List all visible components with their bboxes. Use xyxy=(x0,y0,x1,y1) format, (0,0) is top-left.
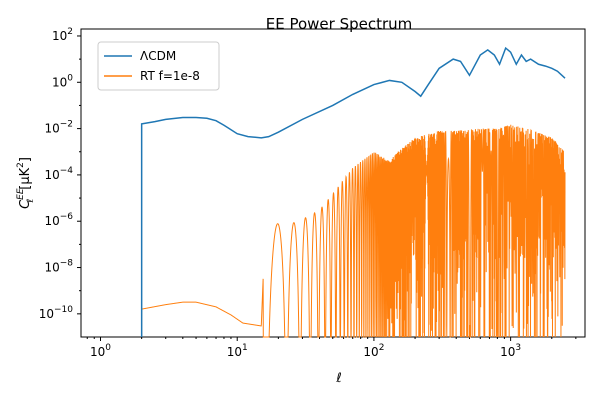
y-tick-label-6: 102 xyxy=(52,27,73,43)
y-label-unit-exp: 2 xyxy=(16,162,26,168)
series-layer xyxy=(140,46,566,338)
y-label-close: ] xyxy=(18,157,33,162)
chart-title: EE Power Spectrum xyxy=(266,15,413,33)
series-lcdm-line xyxy=(140,46,566,337)
y-tick-label-3: 10−4 xyxy=(44,166,73,182)
y-label-subscript: ℓ xyxy=(26,199,36,204)
x-tick-label-2: 102 xyxy=(363,343,384,359)
x-tick-label-0: 100 xyxy=(90,343,111,359)
y-tick-label-4: 10−2 xyxy=(44,120,73,136)
y-tick-label-2: 10−6 xyxy=(44,212,73,228)
x-tick-label-1: 101 xyxy=(227,343,248,359)
y-tick-label-1: 10−8 xyxy=(44,259,73,275)
series-rt-line xyxy=(141,124,566,338)
y-axis: 10−10 10−8 10−6 10−4 10−2 100 102 xyxy=(39,27,81,321)
x-axis-label: ℓ xyxy=(335,371,341,386)
legend-box xyxy=(97,41,220,91)
x-axis: 100 101 102 103 xyxy=(86,337,577,359)
legend-label-lcdm: ΛCDM xyxy=(140,49,176,63)
y-axis-label: CEEℓ [μK2] xyxy=(16,157,36,209)
y-label-symbol: C xyxy=(18,199,33,209)
y-tick-label-5: 100 xyxy=(52,73,73,89)
legend-label-rt: RT f=1e-8 xyxy=(140,69,200,83)
y-label-superscript: EE xyxy=(16,188,26,200)
legend: ΛCDM RT f=1e-8 xyxy=(97,41,220,91)
y-label-unit: [μK xyxy=(18,167,33,189)
x-tick-label-3: 103 xyxy=(500,343,521,359)
y-tick-label-0: 10−10 xyxy=(39,305,74,321)
